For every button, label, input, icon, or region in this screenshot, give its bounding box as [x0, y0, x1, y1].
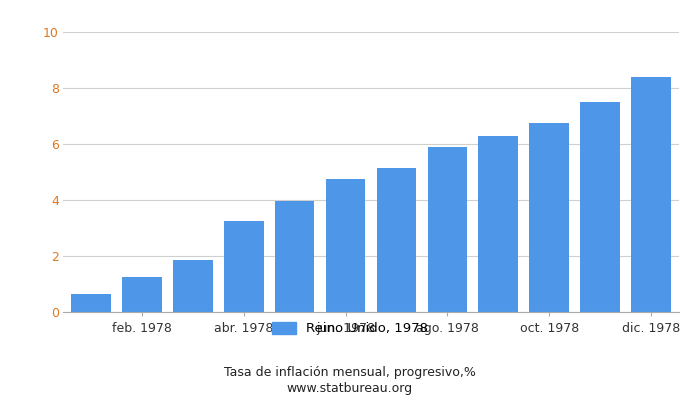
Bar	[122, 277, 162, 312]
Bar	[478, 136, 518, 312]
Bar	[580, 102, 620, 312]
Legend: Reino Unido, 1978: Reino Unido, 1978	[272, 322, 428, 336]
Bar	[529, 123, 569, 312]
Text: www.statbureau.org: www.statbureau.org	[287, 382, 413, 395]
Bar	[224, 221, 264, 312]
Bar	[326, 179, 365, 312]
Bar	[275, 201, 314, 312]
Bar	[173, 260, 213, 312]
Text: Tasa de inflación mensual, progresivo,%: Tasa de inflación mensual, progresivo,%	[224, 366, 476, 379]
Bar	[71, 294, 111, 312]
Bar	[631, 77, 671, 312]
Bar	[377, 168, 416, 312]
Bar	[428, 147, 467, 312]
